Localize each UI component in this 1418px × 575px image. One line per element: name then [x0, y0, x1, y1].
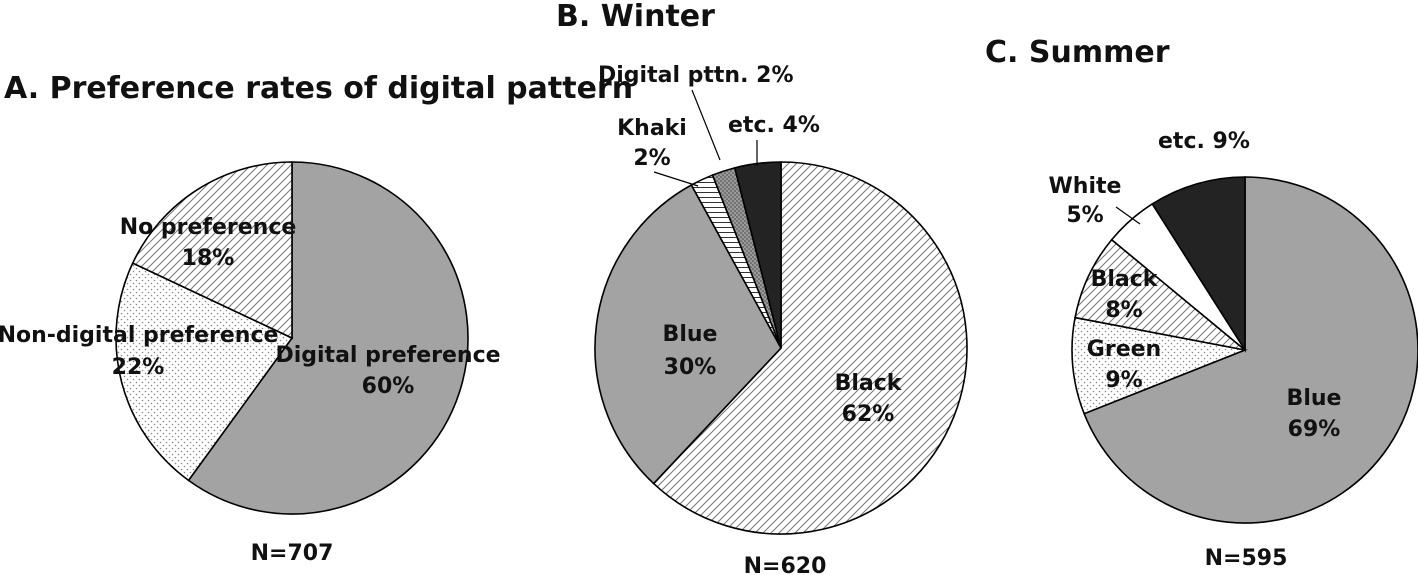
label-black-name: Black [1091, 267, 1159, 292]
pie-slice-black [652, 161, 968, 535]
chart-b: B. Winter Black 62% Blue 30% Khaki 2% Di… [556, 0, 968, 575]
chart-a-slices [115, 161, 469, 515]
chart-c-labels: Blue 69% Green 9% Black 8% White 5% etc.… [1049, 129, 1342, 442]
label-khaki-value: 2% [633, 146, 670, 171]
label-black-value: 62% [842, 402, 895, 427]
pie-slice-digital-preference [187, 161, 469, 515]
pie-slice-blue [594, 183, 782, 485]
chart-b-slices [594, 161, 968, 535]
label-khaki-name: Khaki [617, 116, 687, 141]
label-green-value: 9% [1105, 368, 1142, 393]
label-blue-name: Blue [663, 322, 718, 347]
pie-slice-blue [1083, 176, 1418, 524]
chart-c-n-label: N=595 [1205, 546, 1288, 571]
label-blue-value: 30% [664, 355, 717, 380]
chart-b-title: B. Winter [556, 0, 715, 34]
chart-c: C. Summer Blue 69% Green 9% Black 8% Whi… [985, 35, 1418, 571]
label-digital-pttn-name: Digital pttn. [598, 63, 748, 88]
pie-slice-green [1071, 316, 1248, 415]
pie-slice-no-preference [131, 161, 293, 340]
chart-a-n-label: N=707 [251, 541, 334, 566]
label-etc-name: etc. [728, 113, 775, 138]
label-etc-name: etc. [1158, 129, 1205, 154]
label-white-name: White [1049, 174, 1122, 199]
pie-slice-etc [1151, 176, 1246, 353]
chart-a-labels: Digital preference 60% Non-digital prefe… [0, 215, 501, 399]
chart-a: A. Preference rates of digital pattern D… [0, 71, 633, 566]
label-etc-value: 4% [783, 113, 820, 138]
chart-a-title: A. Preference rates of digital pattern [4, 71, 633, 106]
leader-line-white [1115, 206, 1141, 225]
chart-c-title: C. Summer [985, 35, 1170, 70]
label-green-name: Green [1087, 337, 1161, 362]
chart-b-n-label: N=620 [744, 554, 827, 575]
label-etc-value: 9% [1213, 129, 1250, 154]
label-non-digital-preference-value: 22% [112, 355, 165, 380]
label-digital-preference-value: 60% [362, 374, 415, 399]
chart-c-slices [1071, 176, 1418, 524]
label-no-preference-name: No preference [120, 215, 297, 240]
label-blue-value: 69% [1288, 417, 1341, 442]
label-black-value: 8% [1105, 298, 1142, 323]
label-etc: etc. 9% [1158, 129, 1250, 154]
label-white-value: 5% [1066, 203, 1103, 228]
label-digital-preference-name: Digital preference [275, 343, 500, 368]
label-blue-name: Blue [1287, 386, 1342, 411]
chart-b-labels: Black 62% Blue 30% Khaki 2% Digital pttn… [598, 63, 903, 427]
leader-line-digital-pttn [691, 89, 721, 161]
leader-line-khaki [653, 171, 699, 187]
pie-slice-etc [733, 161, 782, 349]
label-black-name: Black [835, 371, 903, 396]
label-no-preference-value: 18% [182, 246, 235, 271]
label-non-digital-preference-name: Non-digital preference [0, 323, 278, 348]
label-etc: etc. 4% [728, 113, 820, 138]
label-digital-pttn-value: 2% [756, 63, 793, 88]
label-digital-pttn: Digital pttn. 2% [598, 63, 794, 88]
